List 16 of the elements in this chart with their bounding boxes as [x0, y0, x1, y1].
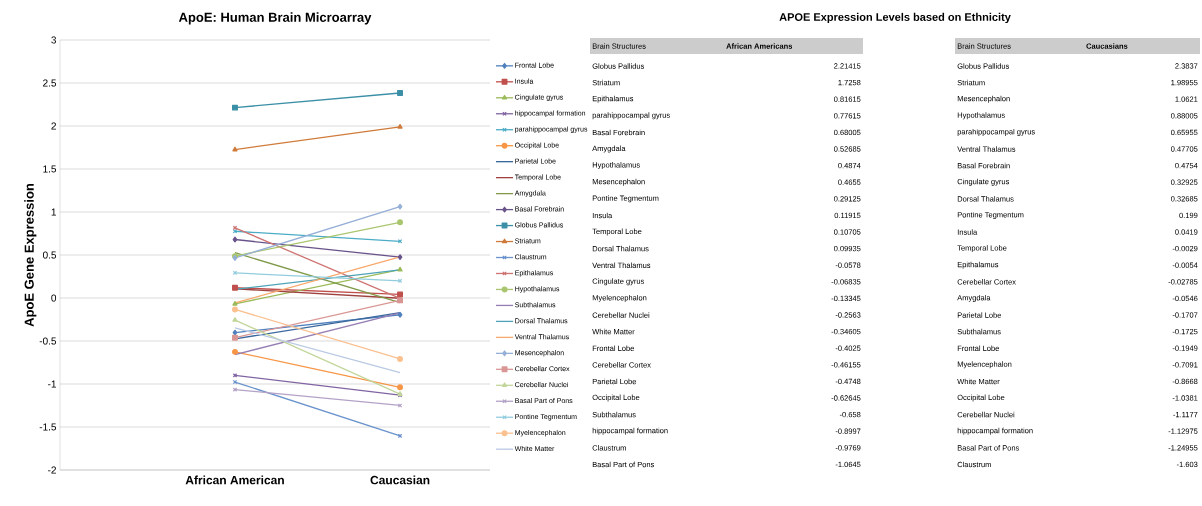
y-tick-label: 1.5 [43, 165, 57, 173]
y-tick-label: -2 [48, 466, 56, 474]
y-tick-label: 2.5 [43, 79, 57, 87]
y-tick-label: -0.5 [39, 337, 57, 345]
y-tick-label: 3 [51, 36, 57, 44]
y-tick-label: 0.5 [42, 251, 57, 259]
y-tick-label: -1 [48, 380, 56, 388]
y-tick-label: -1.5 [39, 423, 57, 431]
y-tick-label: 0 [51, 294, 57, 302]
y-tick-label: 2 [51, 122, 56, 130]
text: APOE Expression Levels based on Ethnicity [779, 12, 1011, 24]
chart-title: ApoE: Human Brain Microarray [178, 12, 372, 25]
y-tick-label: 1 [51, 208, 56, 216]
x-tick-label: African American [185, 475, 284, 485]
y-axis-title: ApoE Gene Expression [24, 183, 37, 327]
x-tick-label: Caucasian [370, 475, 430, 485]
